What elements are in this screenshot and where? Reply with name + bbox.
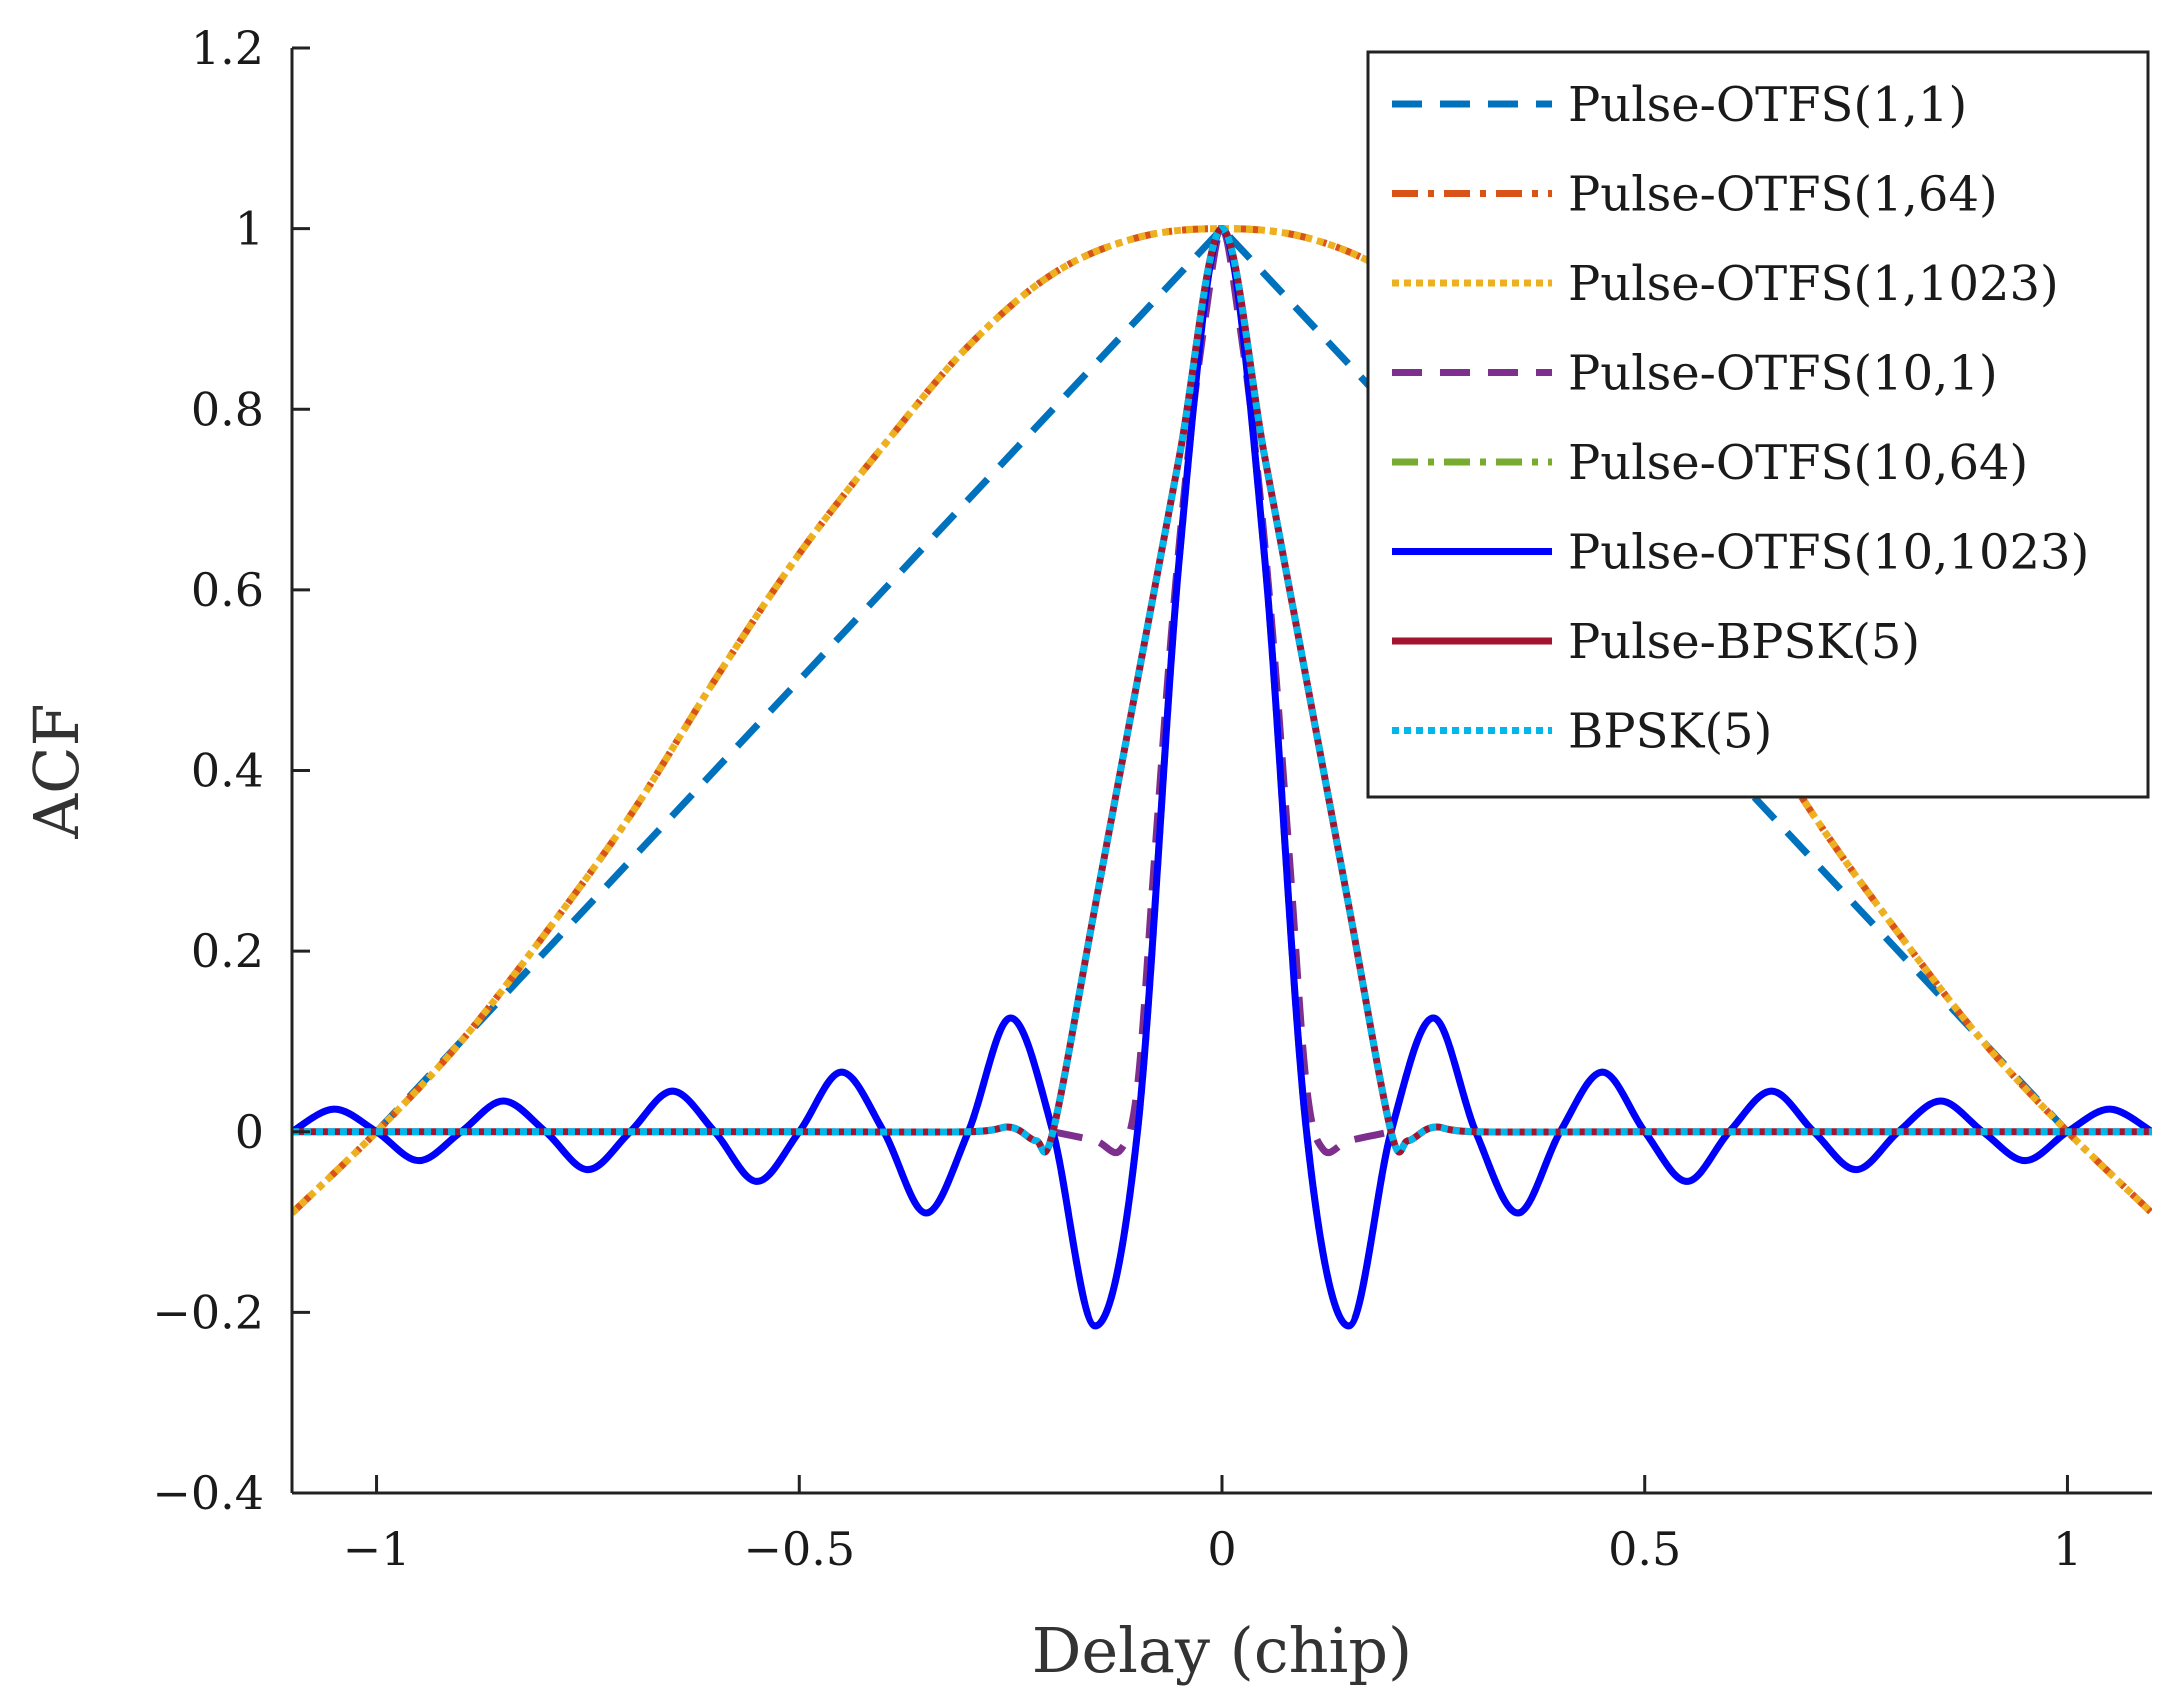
- x-axis-label: Delay (chip): [1032, 1614, 1412, 1687]
- legend-label-2: Pulse-OTFS(1,1023): [1568, 256, 2059, 312]
- series-line-7: [292, 225, 2152, 1156]
- legend-label-3: Pulse-OTFS(10,1): [1568, 346, 1998, 402]
- y-tick-label: 0.4: [191, 744, 264, 798]
- y-tick-label: −0.4: [152, 1466, 264, 1520]
- legend-label-6: Pulse-BPSK(5): [1568, 614, 1920, 670]
- y-tick-label: 0.6: [191, 563, 264, 617]
- x-tick-label: −1: [343, 1522, 411, 1576]
- legend: Pulse-OTFS(1,1) Pulse-OTFS(1,64) Pulse-OTF…: [1366, 50, 2150, 799]
- x-tick-label: 1: [2053, 1522, 2082, 1576]
- series-line-2: [292, 225, 2152, 1216]
- legend-label-5: Pulse-OTFS(10,1023): [1568, 525, 2089, 581]
- ticks-layer: −1 −0.5 0 0.5 1 −0.4 −0.2 0 0.2 0.4 0.6 0.8 1 1.2: [152, 21, 2082, 1576]
- y-tick-label: 0.8: [191, 382, 264, 436]
- y-tick-label: −0.2: [152, 1285, 264, 1339]
- legend-box: [1366, 50, 2150, 799]
- x-tick-label: 0.5: [1608, 1522, 1681, 1576]
- series-layer: [292, 225, 2152, 1330]
- y-tick-label: 0: [235, 1105, 264, 1159]
- series-line-0: [373, 225, 2071, 1135]
- y-axis-label: ACF: [20, 703, 93, 839]
- legend-label-0: Pulse-OTFS(1,1): [1568, 77, 1967, 133]
- x-tick-label: 0: [1207, 1522, 1236, 1576]
- y-tick-label: 0.2: [191, 924, 264, 978]
- legend-label-1: Pulse-OTFS(1,64): [1568, 167, 1998, 223]
- legend-label-7: BPSK(5): [1568, 704, 1772, 760]
- x-tick-label: −0.5: [743, 1522, 855, 1576]
- y-tick-label: 1.2: [191, 21, 264, 75]
- y-tick-label: 1: [235, 202, 264, 256]
- legend-label-4: Pulse-OTFS(10,64): [1568, 435, 2028, 491]
